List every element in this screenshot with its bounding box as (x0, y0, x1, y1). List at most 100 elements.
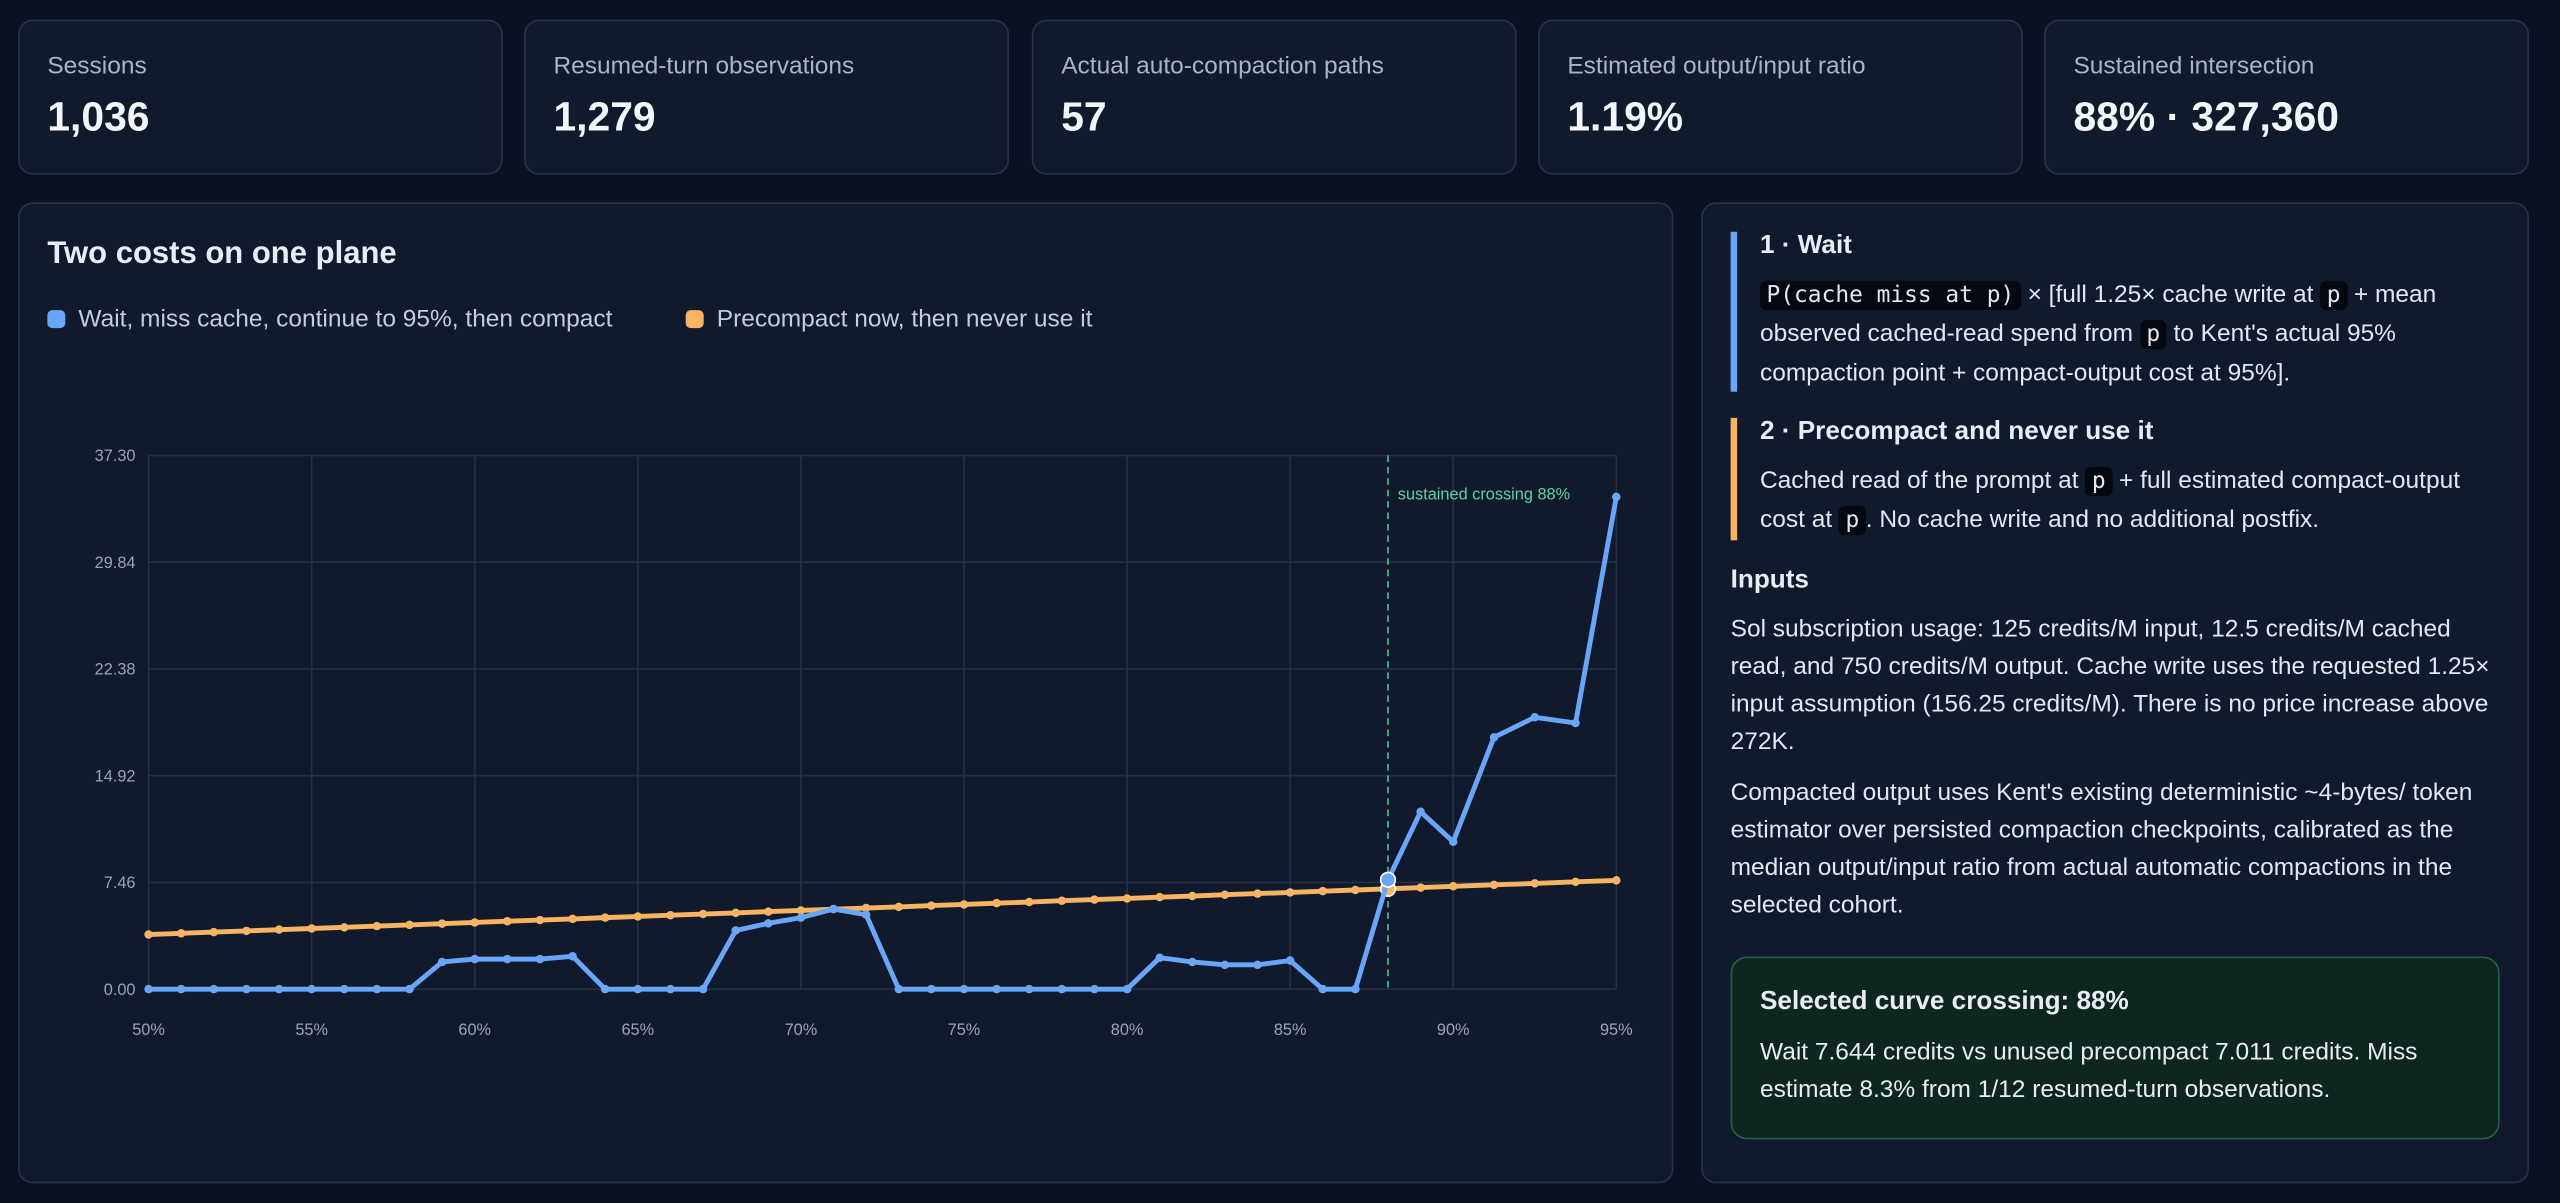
data-point (1253, 960, 1262, 970)
x-tick-label: 70% (785, 1021, 818, 1039)
data-point (1379, 871, 1397, 888)
data-point (1612, 876, 1621, 885)
data-point (1571, 718, 1580, 728)
data-point (1351, 984, 1360, 994)
legend-label: Wait, miss cache, continue to 95%, then … (78, 305, 613, 333)
chart-panel: Two costs on one plane 0.00 7.46 14.92 22.3… (17, 202, 1674, 1184)
data-point (764, 919, 773, 928)
data-point (372, 984, 382, 994)
data-point (894, 902, 904, 912)
data-point (600, 913, 610, 922)
chart-title: Two costs on one plane (47, 236, 397, 271)
data-point (568, 914, 577, 924)
data-point (731, 926, 740, 935)
x-tick-label: 65% (621, 1021, 654, 1039)
data-point (927, 901, 936, 910)
data-point (959, 900, 969, 909)
data-point (144, 930, 153, 939)
data-point (1612, 492, 1621, 502)
data-point (176, 929, 186, 938)
stat-value: 1,036 (47, 94, 150, 141)
crossing-label: sustained crossing 88% (1398, 485, 1570, 503)
x-tick-label: 95% (1600, 1021, 1633, 1039)
text-run: Cached read of the prompt at (1759, 466, 2086, 495)
data-point (1090, 984, 1099, 994)
data-point (1489, 733, 1499, 742)
y-tick-label: 0.00 (104, 981, 136, 999)
data-point (340, 984, 349, 994)
x-tick-label: 75% (948, 1021, 981, 1039)
data-point (1220, 890, 1230, 899)
data-point (209, 984, 219, 994)
data-point (274, 984, 284, 994)
stat-value: 1.19% (1567, 94, 1684, 141)
text-run: to Kent's actual 95% compaction point + … (1759, 319, 2396, 387)
x-tick-label: 85% (1274, 1021, 1307, 1039)
data-point (1285, 956, 1295, 965)
data-point (1057, 896, 1067, 905)
data-point (405, 984, 414, 994)
x-tick-label: 60% (458, 1021, 491, 1039)
stat-label: Actual auto-compaction paths (1061, 52, 1384, 80)
data-point (1489, 880, 1499, 890)
section-body: P(cache miss at p) × [full 1.25× cache w… (1759, 276, 2500, 392)
data-point (829, 904, 838, 914)
data-point (535, 915, 545, 925)
data-point (959, 984, 969, 994)
data-point (633, 984, 643, 994)
inline-code: p (2139, 319, 2167, 350)
data-point (372, 921, 382, 931)
stat-value: 57 (1061, 94, 1107, 141)
text-run: . No cache write and no additional postf… (1865, 506, 2320, 534)
data-point (470, 954, 479, 964)
data-point (1024, 897, 1034, 907)
y-tick-label: 29.84 (95, 554, 136, 572)
data-point (1188, 957, 1197, 967)
inputs-text: Sol subscription usage: 125 credits/M in… (1730, 615, 2490, 756)
legend-label: Precompact now, then never use it (716, 305, 1093, 333)
data-point (861, 903, 871, 913)
data-point (1090, 895, 1099, 904)
text-run: + mean observed cached-read spend from (1759, 280, 2437, 348)
section-title: 2 · Precompact and never use it (1759, 417, 2154, 446)
data-point (1530, 879, 1540, 888)
chart: 0.00 7.46 14.92 22.38 29.84 37.30 50% 55% 60% 65%… (95, 447, 1633, 1039)
inline-code: P(cache miss at p) (1759, 280, 2021, 311)
stat-card: Actual auto-compaction paths 57 (1031, 19, 1517, 175)
data-point (1416, 807, 1425, 816)
data-point (1057, 984, 1067, 994)
data-point (405, 920, 414, 930)
data-point (1188, 891, 1197, 901)
legend-item: Precompact now, then never use it (685, 305, 1093, 333)
data-point (1155, 892, 1164, 902)
x-tick-label: 80% (1111, 1021, 1144, 1039)
data-point (1448, 837, 1458, 847)
data-point (535, 954, 545, 964)
inputs-title: Inputs (1730, 566, 1809, 595)
stat-value: 1,279 (553, 94, 656, 141)
data-point (1285, 888, 1295, 897)
data-point (274, 925, 284, 934)
data-point (666, 984, 675, 994)
stat-label: Sustained intersection (2073, 52, 2315, 80)
x-tick-label: 50% (132, 1021, 165, 1039)
data-point (764, 907, 773, 916)
stat-label: Resumed-turn observations (553, 52, 855, 80)
data-point (1318, 984, 1328, 994)
explanation-panel: 1 · Wait P(cache miss at p) × [full 1.25×… (1701, 202, 2529, 1184)
data-point (144, 984, 153, 994)
data-point (242, 984, 251, 994)
data-point (1351, 885, 1360, 895)
text-run: × [full 1.25× cache write at (2020, 280, 2321, 309)
data-point (503, 916, 512, 926)
y-tick-label: 37.30 (95, 447, 136, 465)
y-tick-label: 14.92 (95, 767, 136, 785)
section-title: 1 · Wait (1759, 231, 1852, 260)
data-point (1122, 984, 1132, 994)
series-line (148, 496, 1619, 992)
stat-label: Estimated output/input ratio (1567, 52, 1866, 80)
data-point (731, 908, 740, 918)
inline-code: p (2320, 280, 2348, 311)
data-point (1155, 953, 1164, 962)
x-tick-label: 90% (1437, 1021, 1470, 1039)
